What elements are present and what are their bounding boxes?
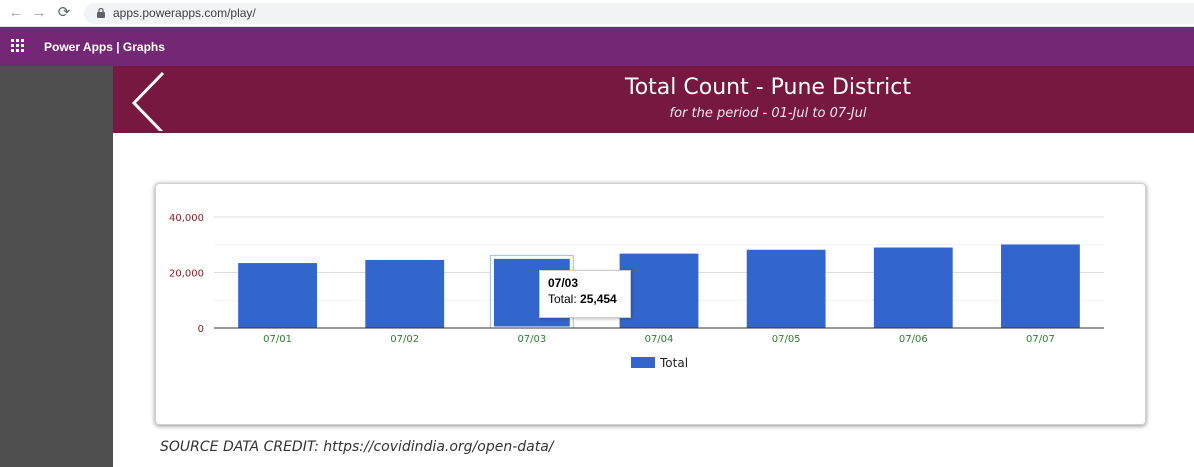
app-title: Power Apps | Graphs (44, 40, 165, 54)
reload-icon[interactable]: ⟳ (57, 4, 71, 21)
y-tick-label: 40,000 (169, 213, 204, 224)
bar[interactable] (1001, 244, 1080, 328)
app-canvas: Total Count - Pune District for the peri… (113, 66, 1194, 467)
lock-icon (97, 8, 105, 18)
x-tick-label: 07/04 (645, 334, 674, 345)
chart-card: 0 20,000 40,000 07/01 07/02 07/03 07/04 07/05 07… (155, 183, 1146, 425)
app-header: Power Apps | Graphs (0, 27, 1194, 66)
browser-toolbar: ← → ⟳ apps.powerapps.com/play/ (0, 0, 1194, 27)
x-tick-label: 07/02 (390, 334, 419, 345)
forward-arrow-icon[interactable]: → (31, 4, 47, 21)
x-tick-label: 07/06 (899, 334, 928, 345)
page-subtitle: for the period - 01-Jul to 07-Jul (669, 106, 867, 121)
y-tick-label: 20,000 (169, 269, 204, 280)
bar[interactable] (746, 249, 826, 328)
back-arrow-icon[interactable]: ← (8, 4, 24, 21)
x-tick-label: 07/03 (517, 334, 546, 345)
x-tick-label: 07/07 (1026, 334, 1055, 345)
bar[interactable] (238, 263, 317, 328)
app-launcher-icon[interactable] (11, 39, 25, 53)
url-text: apps.powerapps.com/play/ (113, 6, 256, 20)
legend-label: Total (659, 356, 688, 370)
source-credit: SOURCE DATA CREDIT: https://covidindia.o… (160, 439, 554, 455)
page-title: Total Count - Pune District (625, 75, 911, 100)
bar-chart: 0 20,000 40,000 07/01 07/02 07/03 07/04 07/05 07… (169, 213, 1104, 370)
chart-tooltip: 07/03 Total: 25,454 (539, 270, 631, 318)
tooltip-date: 07/03 (548, 276, 579, 290)
bar[interactable] (619, 253, 699, 328)
y-tick-label: 0 (198, 324, 204, 335)
title-bar: Total Count - Pune District for the peri… (113, 66, 1194, 133)
bar[interactable] (365, 260, 445, 328)
left-panel (0, 66, 113, 467)
legend-swatch (631, 357, 655, 368)
back-chevron-icon[interactable] (128, 71, 168, 131)
bar[interactable] (873, 247, 953, 328)
x-tick-label: 07/05 (772, 334, 801, 345)
x-tick-label: 07/01 (263, 334, 292, 345)
tooltip-value: 25,454 (580, 292, 617, 306)
tooltip-label: Total: (548, 292, 577, 306)
address-bar[interactable]: apps.powerapps.com/play/ (84, 3, 1194, 24)
